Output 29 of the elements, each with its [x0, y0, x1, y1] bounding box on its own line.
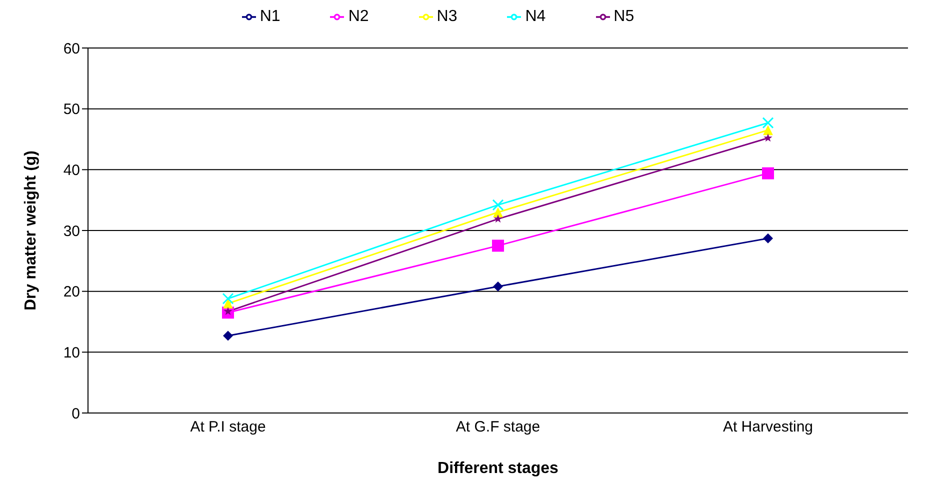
x-axis-title: Different stages	[438, 460, 559, 477]
legend-label: N3	[436, 8, 458, 25]
point	[492, 199, 504, 211]
y-tick-label: 60	[63, 40, 80, 58]
point	[763, 233, 773, 244]
legend-label: N2	[348, 8, 369, 25]
legend-label: N1	[260, 8, 280, 25]
x-tick-label: At G.F stage	[456, 418, 540, 436]
x-tick-label: At Harvesting	[722, 418, 814, 436]
y-axis-title: Dry matter weight (g)	[22, 150, 40, 311]
point	[493, 281, 503, 292]
y-tick-label: 0	[72, 405, 80, 422]
point	[223, 330, 233, 341]
point	[492, 240, 504, 252]
point	[222, 292, 234, 304]
legend-label: N4	[525, 8, 546, 25]
legend-label: N5	[614, 8, 634, 25]
y-tick-label: 10	[63, 344, 80, 362]
point	[762, 117, 774, 129]
point	[764, 134, 772, 142]
y-tick-label: 30	[63, 222, 80, 240]
point	[762, 167, 774, 180]
y-tick-label: 20	[63, 284, 80, 301]
x-tick-label: At P.I stage	[190, 418, 266, 436]
point	[763, 125, 773, 136]
y-tick-label: 40	[63, 162, 80, 179]
point	[493, 207, 503, 218]
y-tick-label: 50	[63, 101, 80, 118]
point	[223, 298, 233, 308]
